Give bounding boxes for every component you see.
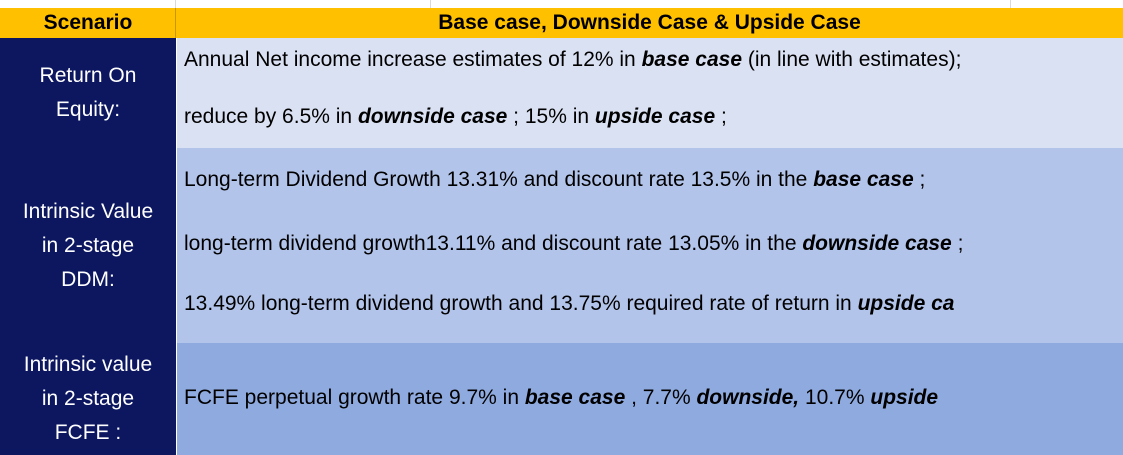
row-label-line: in 2-stage	[41, 233, 135, 257]
text-run: ;	[715, 105, 727, 128]
text-run: ;	[951, 232, 964, 255]
content-line: 13.49% long-term dividend growth and 13.…	[184, 292, 954, 316]
header-cell-cases[interactable]: Base case, Downside Case & Upside Case	[438, 11, 861, 34]
row-label-line: in 2-stage	[41, 387, 135, 410]
content-line: reduce by 6.5% in downside case ; 15% in…	[184, 105, 727, 129]
text-run-bold: downside case	[357, 105, 508, 128]
row-label-cell[interactable]: Return On Equity:	[0, 38, 176, 148]
text-run: reduce by 6.5% in	[184, 105, 358, 128]
text-run-bold: downside,	[696, 386, 800, 409]
text-run: Long-term Dividend Growth 13.31% and dis…	[184, 168, 814, 191]
row-label-cell[interactable]: Intrinsic Value in 2-stage DDM:	[0, 148, 176, 343]
row-label-line: Return On	[39, 64, 137, 87]
row-label-line: Equity:	[55, 98, 121, 121]
header-cell-scenario[interactable]: Scenario	[43, 11, 133, 34]
row-label-line: FCFE :	[54, 421, 122, 444]
row-label-cell[interactable]: Intrinsic value in 2-stage FCFE :	[0, 343, 176, 455]
content-line: FCFE perpetual growth rate 9.7% in base …	[184, 386, 938, 410]
column-gridline	[430, 0, 431, 8]
table-row-ddm: Intrinsic Value in 2-stage DDM: Long-ter…	[0, 148, 1123, 343]
row-content-cell[interactable]: Annual Net income increase estimates of …	[176, 38, 1123, 148]
content-line: Annual Net income increase estimates of …	[184, 48, 961, 72]
column-gridline	[175, 0, 176, 8]
text-run-bold: upside	[870, 386, 939, 409]
text-run: 10.7%	[799, 386, 871, 409]
table-row-fcfe: Intrinsic value in 2-stage FCFE : FCFE p…	[0, 343, 1123, 455]
header-row: Scenario Base case, Downside Case & Upsi…	[0, 8, 1123, 38]
text-run: ;	[913, 168, 926, 191]
text-run-bold: base case	[524, 386, 626, 409]
row-label-line: Intrinsic value	[23, 353, 153, 376]
row-content-cell[interactable]: Long-term Dividend Growth 13.31% and dis…	[176, 148, 1123, 343]
table-row-return-on-equity: Return On Equity: Annual Net income incr…	[0, 38, 1123, 148]
content-line: Long-term Dividend Growth 13.31% and dis…	[184, 168, 925, 192]
text-run-bold: downside case	[802, 232, 952, 255]
column-gridline	[1010, 0, 1011, 8]
text-run: (in line with estimates);	[742, 48, 962, 71]
text-run: , 7.7%	[625, 386, 697, 409]
text-run: 13.49% long-term dividend growth and 13.…	[184, 292, 858, 315]
row-label-line: DDM:	[61, 267, 115, 291]
text-run-bold: base case	[641, 48, 742, 71]
text-run: long-term dividend growth13.11% and disc…	[184, 232, 803, 255]
text-run: FCFE perpetual growth rate 9.7% in	[184, 386, 525, 409]
text-run-bold: upside case	[594, 105, 716, 128]
header-divider	[175, 8, 176, 38]
row-content-cell[interactable]: FCFE perpetual growth rate 9.7% in base …	[176, 343, 1123, 455]
text-run-bold: upside ca	[857, 292, 955, 315]
row-label-line: Intrinsic Value	[22, 199, 154, 223]
text-run-bold: base case	[813, 168, 914, 191]
content-line: long-term dividend growth13.11% and disc…	[184, 232, 963, 256]
text-run: ; 15% in	[507, 105, 595, 128]
text-run: Annual Net income increase estimates of …	[184, 48, 642, 71]
